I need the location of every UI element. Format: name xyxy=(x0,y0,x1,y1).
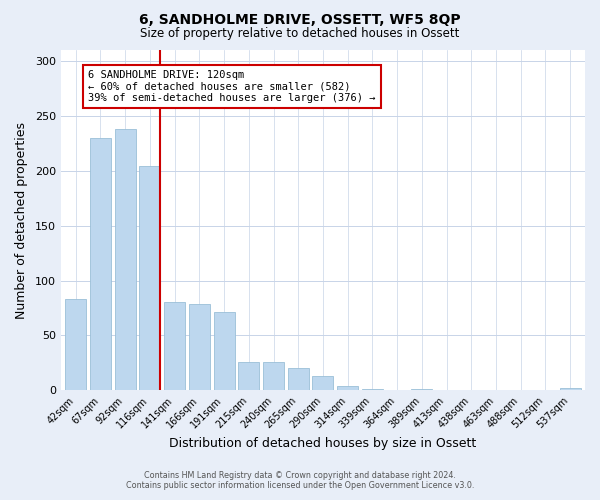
Text: Size of property relative to detached houses in Ossett: Size of property relative to detached ho… xyxy=(140,28,460,40)
Y-axis label: Number of detached properties: Number of detached properties xyxy=(15,122,28,318)
X-axis label: Distribution of detached houses by size in Ossett: Distribution of detached houses by size … xyxy=(169,437,476,450)
Text: 6 SANDHOLME DRIVE: 120sqm
← 60% of detached houses are smaller (582)
39% of semi: 6 SANDHOLME DRIVE: 120sqm ← 60% of detac… xyxy=(88,70,376,103)
Bar xyxy=(313,376,334,390)
Bar xyxy=(337,386,358,390)
Bar xyxy=(560,388,581,390)
Bar xyxy=(412,389,433,390)
Bar xyxy=(263,362,284,390)
Bar xyxy=(288,368,309,390)
Bar xyxy=(189,304,210,390)
Bar xyxy=(164,302,185,390)
Text: Contains HM Land Registry data © Crown copyright and database right 2024.
Contai: Contains HM Land Registry data © Crown c… xyxy=(126,470,474,490)
Bar xyxy=(115,129,136,390)
Bar xyxy=(238,362,259,390)
Bar xyxy=(65,299,86,390)
Text: 6, SANDHOLME DRIVE, OSSETT, WF5 8QP: 6, SANDHOLME DRIVE, OSSETT, WF5 8QP xyxy=(139,12,461,26)
Bar xyxy=(139,166,160,390)
Bar xyxy=(214,312,235,390)
Bar xyxy=(90,138,111,390)
Bar xyxy=(362,389,383,390)
